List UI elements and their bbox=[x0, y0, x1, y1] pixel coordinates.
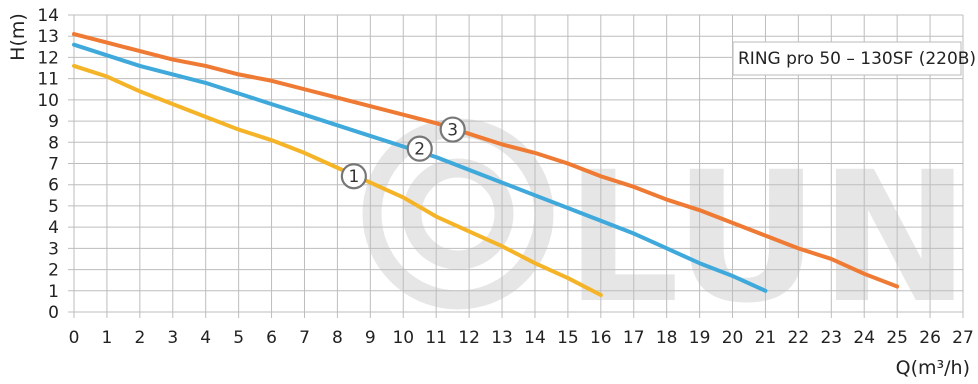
x-tick-label: 19 bbox=[689, 328, 711, 348]
x-tick-label: 17 bbox=[623, 328, 645, 348]
y-tick-label: 14 bbox=[37, 6, 59, 26]
x-tick-label: 4 bbox=[200, 328, 211, 348]
marker-label: 3 bbox=[447, 121, 458, 141]
x-tick-label: 25 bbox=[886, 328, 908, 348]
y-tick-label: 1 bbox=[48, 282, 59, 302]
x-tick-label: 1 bbox=[102, 328, 113, 348]
y-axis-label: H(m) bbox=[7, 13, 29, 61]
x-tick-label: 18 bbox=[656, 328, 678, 348]
x-tick-label: 12 bbox=[458, 328, 480, 348]
x-tick-label: 15 bbox=[557, 328, 579, 348]
x-tick-label: 2 bbox=[134, 328, 145, 348]
y-tick-label: 4 bbox=[48, 218, 59, 238]
curve-marker-1: 1 bbox=[342, 164, 366, 188]
y-tick-label: 6 bbox=[48, 176, 59, 196]
y-tick-label: 7 bbox=[48, 155, 59, 175]
y-tick-label: 13 bbox=[37, 27, 59, 47]
x-tick-label: 6 bbox=[266, 328, 277, 348]
x-tick-label: 24 bbox=[853, 328, 875, 348]
y-tick-label: 8 bbox=[48, 133, 59, 153]
x-tick-label: 23 bbox=[820, 328, 842, 348]
marker-label: 2 bbox=[414, 140, 425, 160]
x-tick-label: 10 bbox=[392, 328, 414, 348]
x-tick-label: 16 bbox=[590, 328, 612, 348]
y-tick-label: 10 bbox=[37, 91, 59, 111]
x-tick-label: 22 bbox=[788, 328, 810, 348]
x-tick-label: 13 bbox=[491, 328, 513, 348]
model-legend-box: RING pro 50 – 130SF (220В) bbox=[733, 42, 976, 75]
marker-label: 1 bbox=[348, 167, 359, 187]
x-tick-label: 11 bbox=[425, 328, 447, 348]
curve-marker-3: 3 bbox=[441, 118, 465, 142]
x-tick-label: 26 bbox=[919, 328, 941, 348]
x-tick-label: 5 bbox=[233, 328, 244, 348]
x-tick-label: 14 bbox=[524, 328, 546, 348]
y-tick-label: 3 bbox=[48, 239, 59, 259]
x-tick-label: 3 bbox=[167, 328, 178, 348]
y-tick-label: 9 bbox=[48, 112, 59, 132]
x-axis-label: Q(m³/h) bbox=[896, 357, 970, 379]
curve-marker-2: 2 bbox=[408, 137, 432, 161]
y-tick-label: 12 bbox=[37, 48, 59, 68]
x-tick-label: 0 bbox=[69, 328, 80, 348]
y-tick-label: 11 bbox=[37, 70, 59, 90]
x-tick-label: 8 bbox=[332, 328, 343, 348]
model-label: RING pro 50 – 130SF (220В) bbox=[738, 49, 976, 69]
y-tick-label: 0 bbox=[48, 303, 59, 323]
y-tick-label: 2 bbox=[48, 261, 59, 281]
x-axis-ticks: 0 1 2 3 4 5 6 7 8 9 10 11 12 13 14 15 16 17 18 19 20 21 22 23 24… bbox=[69, 328, 974, 348]
x-tick-label: 20 bbox=[722, 328, 744, 348]
x-tick-label: 21 bbox=[755, 328, 777, 348]
y-tick-label: 5 bbox=[48, 197, 59, 217]
x-tick-label: 9 bbox=[365, 328, 376, 348]
x-tick-label: 27 bbox=[952, 328, 974, 348]
lunda-watermark: LUNDA bbox=[372, 128, 978, 343]
x-tick-label: 7 bbox=[299, 328, 310, 348]
